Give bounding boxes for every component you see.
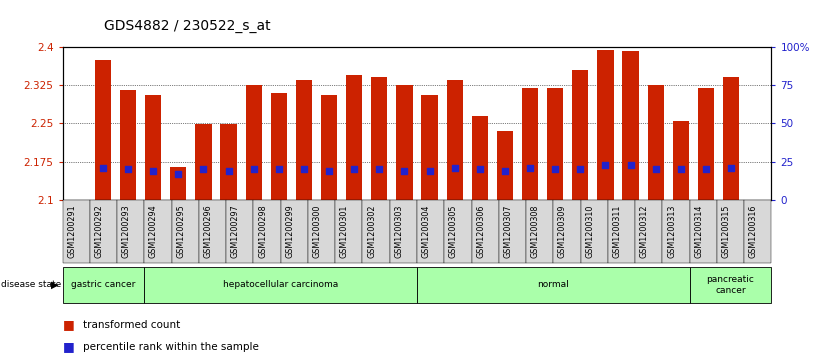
Text: pancreatic
cancer: pancreatic cancer	[706, 275, 755, 295]
Point	[524, 165, 537, 171]
Point	[247, 166, 260, 172]
Point	[448, 165, 461, 171]
Point	[574, 166, 587, 172]
Point	[172, 171, 185, 177]
Bar	[170, 167, 187, 200]
Text: percentile rank within the sample: percentile rank within the sample	[83, 342, 259, 352]
Text: GSM1200312: GSM1200312	[640, 205, 649, 258]
Point	[222, 168, 235, 174]
Text: transformed count: transformed count	[83, 320, 181, 330]
Text: GSM1200315: GSM1200315	[721, 205, 731, 258]
Bar	[723, 77, 739, 200]
Bar	[698, 88, 714, 200]
Point	[348, 166, 361, 172]
Text: GSM1200313: GSM1200313	[667, 205, 676, 258]
Bar	[245, 85, 262, 200]
Text: GSM1200303: GSM1200303	[394, 205, 404, 258]
Point	[473, 166, 486, 172]
Bar	[271, 93, 287, 200]
Point	[549, 166, 562, 172]
Text: ■: ■	[63, 318, 74, 331]
Text: gastric cancer: gastric cancer	[71, 281, 136, 289]
Point	[699, 166, 712, 172]
Bar	[371, 77, 388, 200]
Point	[323, 168, 336, 174]
Text: GSM1200294: GSM1200294	[149, 205, 158, 258]
Bar	[647, 85, 664, 200]
Point	[649, 166, 662, 172]
Point	[272, 166, 285, 172]
Point	[423, 168, 436, 174]
Text: GSM1200309: GSM1200309	[558, 205, 567, 258]
Point	[373, 166, 386, 172]
Bar	[497, 131, 513, 200]
Point	[96, 165, 109, 171]
Text: GSM1200291: GSM1200291	[68, 205, 76, 258]
Point	[197, 166, 210, 172]
Text: ■: ■	[63, 340, 74, 353]
Text: GSM1200302: GSM1200302	[367, 205, 376, 258]
Point	[122, 166, 135, 172]
Text: ▶: ▶	[51, 280, 58, 290]
Text: GDS4882 / 230522_s_at: GDS4882 / 230522_s_at	[104, 19, 271, 33]
Bar	[597, 50, 614, 200]
Point	[498, 168, 511, 174]
Text: GSM1200300: GSM1200300	[313, 205, 322, 258]
Text: GSM1200298: GSM1200298	[258, 205, 267, 258]
Text: GSM1200295: GSM1200295	[176, 204, 185, 258]
Bar	[622, 51, 639, 200]
Bar	[547, 88, 563, 200]
Bar	[95, 60, 111, 200]
Point	[624, 162, 637, 167]
Bar	[446, 80, 463, 200]
Bar	[472, 116, 488, 200]
Text: GSM1200299: GSM1200299	[285, 204, 294, 258]
Point	[599, 162, 612, 167]
Text: GSM1200301: GSM1200301	[339, 205, 349, 258]
Text: disease state: disease state	[1, 281, 61, 289]
Text: GSM1200308: GSM1200308	[530, 205, 540, 258]
Point	[297, 166, 310, 172]
Bar	[522, 88, 538, 200]
Text: GSM1200296: GSM1200296	[203, 205, 213, 258]
Text: GSM1200304: GSM1200304	[422, 205, 430, 258]
Bar	[120, 90, 136, 200]
Bar	[396, 85, 413, 200]
Text: GSM1200310: GSM1200310	[585, 205, 594, 258]
Text: GSM1200292: GSM1200292	[94, 204, 103, 258]
Point	[398, 168, 411, 174]
Text: normal: normal	[537, 281, 569, 289]
Text: GSM1200297: GSM1200297	[231, 204, 240, 258]
Bar	[296, 80, 312, 200]
Text: GSM1200311: GSM1200311	[612, 205, 621, 258]
Bar	[220, 125, 237, 200]
Text: GSM1200293: GSM1200293	[122, 205, 131, 258]
Bar	[195, 125, 212, 200]
Text: GSM1200305: GSM1200305	[449, 205, 458, 258]
Bar	[145, 95, 161, 200]
Bar	[321, 95, 337, 200]
Bar	[673, 121, 689, 200]
Text: GSM1200316: GSM1200316	[749, 205, 758, 258]
Text: GSM1200314: GSM1200314	[694, 205, 703, 258]
Bar	[421, 95, 438, 200]
Text: GSM1200306: GSM1200306	[476, 205, 485, 258]
Point	[725, 165, 738, 171]
Text: hepatocellular carcinoma: hepatocellular carcinoma	[223, 281, 339, 289]
Point	[147, 168, 160, 174]
Bar	[346, 75, 362, 200]
Text: GSM1200307: GSM1200307	[504, 205, 512, 258]
Bar	[572, 70, 589, 200]
Point	[674, 166, 687, 172]
